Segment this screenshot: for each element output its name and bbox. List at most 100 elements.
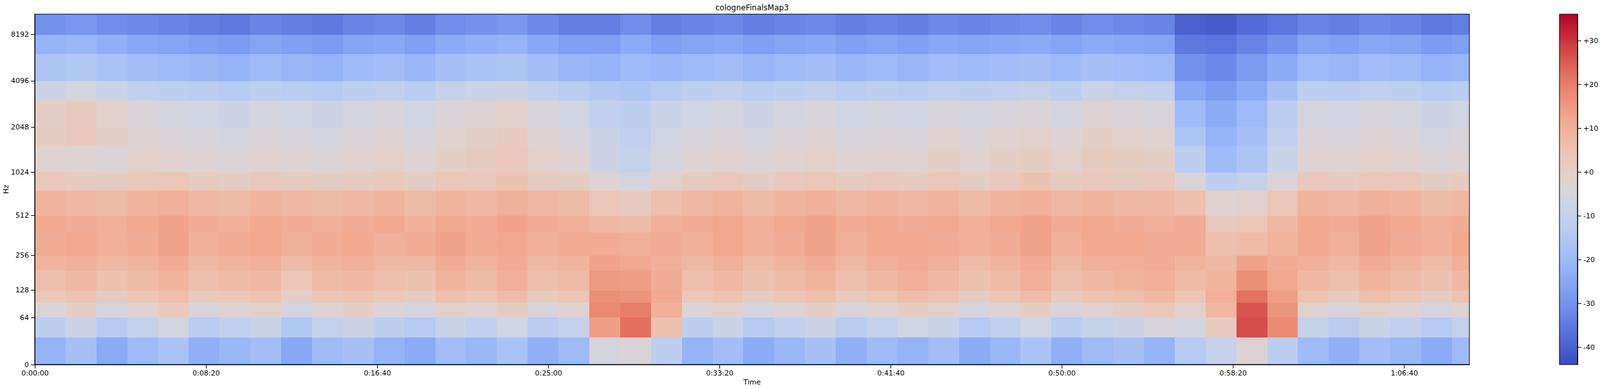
cell bbox=[804, 14, 836, 35]
cell bbox=[835, 254, 867, 271]
cell bbox=[250, 301, 282, 318]
tick-label: 64 bbox=[19, 313, 29, 322]
cell bbox=[465, 126, 497, 147]
cell bbox=[342, 214, 374, 233]
cell bbox=[1082, 301, 1113, 318]
cell bbox=[835, 214, 867, 233]
cell bbox=[743, 189, 774, 215]
cell bbox=[127, 126, 159, 147]
cell bbox=[897, 301, 929, 318]
cell bbox=[1297, 270, 1329, 291]
cell bbox=[1236, 53, 1268, 82]
cell bbox=[373, 301, 405, 318]
cell bbox=[127, 189, 159, 215]
cell bbox=[1020, 14, 1052, 35]
tick: 4096 bbox=[10, 76, 35, 85]
cell bbox=[866, 254, 898, 271]
cell bbox=[1421, 232, 1453, 256]
cell bbox=[835, 145, 867, 172]
cell bbox=[1236, 99, 1268, 127]
cell bbox=[1236, 289, 1268, 303]
cell bbox=[712, 301, 744, 318]
cell bbox=[188, 145, 220, 172]
cell bbox=[312, 254, 343, 271]
cell bbox=[1051, 317, 1083, 338]
cell bbox=[342, 270, 374, 291]
cell bbox=[250, 53, 282, 82]
cell bbox=[620, 126, 652, 147]
colorbar bbox=[1559, 14, 1578, 365]
cell bbox=[743, 34, 774, 55]
cell bbox=[1174, 270, 1206, 291]
cell bbox=[312, 301, 343, 318]
cell bbox=[928, 189, 960, 215]
cell bbox=[373, 270, 405, 291]
tick-mark bbox=[377, 364, 378, 368]
cell bbox=[1390, 301, 1422, 318]
cell bbox=[65, 126, 97, 147]
cell bbox=[127, 301, 159, 318]
cell bbox=[1205, 34, 1237, 55]
cell bbox=[312, 171, 343, 191]
cell bbox=[342, 126, 374, 147]
cell bbox=[250, 189, 282, 215]
tick-label: 0:58:20 bbox=[1219, 368, 1247, 378]
cell bbox=[743, 145, 774, 172]
cell bbox=[990, 336, 1021, 365]
cell bbox=[465, 14, 497, 35]
cell bbox=[1112, 254, 1144, 271]
cell bbox=[835, 171, 867, 191]
cell bbox=[96, 336, 128, 365]
cell bbox=[496, 336, 528, 365]
tick: 8192 bbox=[10, 30, 35, 39]
cell bbox=[1112, 126, 1144, 147]
cell bbox=[404, 214, 436, 233]
cell bbox=[1205, 53, 1237, 82]
cell bbox=[651, 34, 682, 55]
tick-mark bbox=[34, 364, 36, 368]
cell bbox=[1267, 254, 1299, 271]
cell bbox=[1297, 289, 1329, 303]
cell bbox=[959, 171, 991, 191]
cell bbox=[342, 34, 374, 55]
cell bbox=[1297, 145, 1329, 172]
tick-mark bbox=[205, 364, 207, 368]
cell bbox=[1236, 145, 1268, 172]
cell bbox=[897, 232, 929, 256]
cell bbox=[897, 254, 929, 271]
cell bbox=[158, 301, 190, 318]
cell bbox=[1236, 317, 1268, 338]
cell bbox=[1236, 232, 1268, 256]
tick-label: 0:50:00 bbox=[1048, 368, 1076, 378]
cell bbox=[1112, 145, 1144, 172]
cell bbox=[866, 145, 898, 172]
cell bbox=[866, 126, 898, 147]
tick-mark bbox=[1577, 128, 1582, 129]
cell bbox=[250, 336, 282, 365]
cell bbox=[342, 301, 374, 318]
axis-line bbox=[34, 14, 36, 365]
cell bbox=[281, 289, 313, 303]
cell bbox=[743, 336, 774, 365]
cell bbox=[866, 336, 898, 365]
cell bbox=[589, 126, 621, 147]
cell bbox=[558, 189, 590, 215]
cell bbox=[959, 145, 991, 172]
cell bbox=[188, 270, 220, 291]
cell bbox=[1236, 254, 1268, 271]
cell bbox=[1328, 189, 1360, 215]
cell bbox=[866, 232, 898, 256]
cell bbox=[250, 99, 282, 127]
cell bbox=[866, 171, 898, 191]
tick: -20 bbox=[1577, 255, 1595, 264]
cell bbox=[1174, 254, 1206, 271]
cell bbox=[219, 254, 251, 271]
tick-mark bbox=[30, 214, 35, 216]
cell bbox=[589, 270, 621, 291]
cell bbox=[188, 171, 220, 191]
cell bbox=[1112, 232, 1144, 256]
cell bbox=[219, 270, 251, 291]
chart: 0:00:000:08:200:16:400:25:000:33:200:41:… bbox=[0, 0, 1600, 389]
cell bbox=[804, 301, 836, 318]
cell bbox=[743, 171, 774, 191]
